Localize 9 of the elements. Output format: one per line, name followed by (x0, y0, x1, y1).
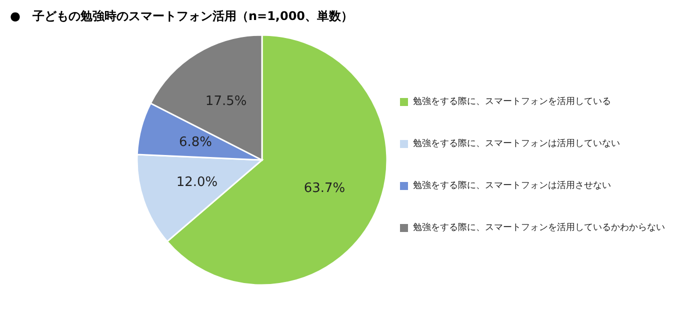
data-label: 63.7% (304, 181, 346, 196)
data-label: 17.5% (205, 94, 247, 109)
chart-title: ● 子どもの勉強時のスマートフォン活用（n=1,000、単数） (10, 9, 354, 23)
legend-label: 勉強をする際に、スマートフォンを活用している (413, 96, 611, 107)
legend-label: 勉強をする際に、スマートフォンを活用しているかわからない (413, 222, 665, 233)
data-label: 12.0% (176, 174, 218, 190)
legend-label: 勉強をする際に、スマートフォンは活用していない (413, 138, 620, 149)
legend-label: 勉強をする際に、スマートフォンは活用させない (413, 180, 611, 191)
data-label: 6.8% (179, 134, 212, 150)
